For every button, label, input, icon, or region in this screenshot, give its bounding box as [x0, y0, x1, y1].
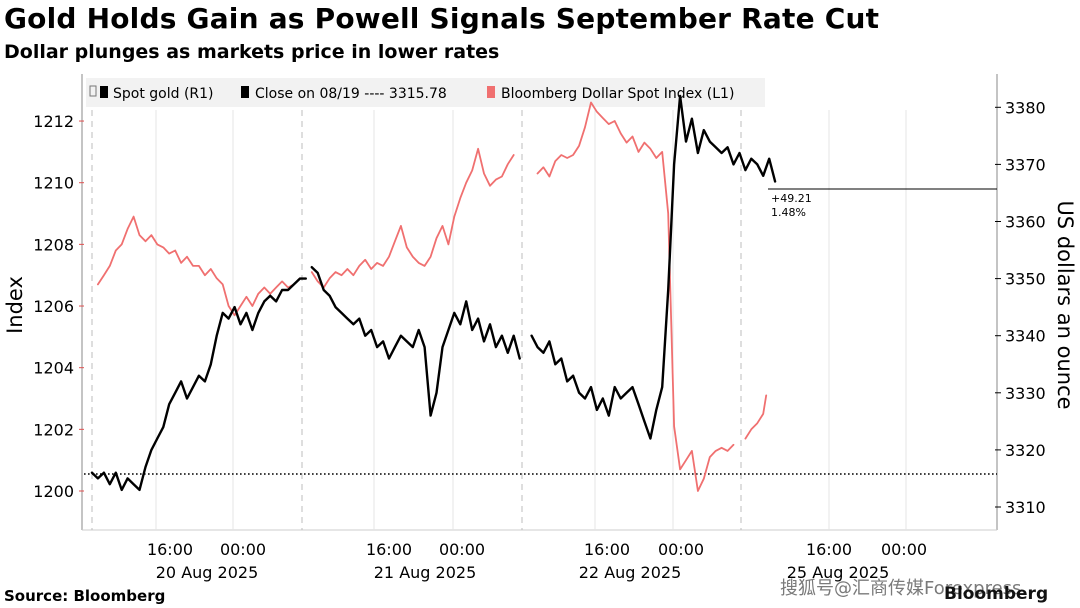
series-layer: [90, 94, 777, 492]
left-tick-label-1: 1202: [33, 420, 74, 439]
right-tick-label-5: 3360: [1005, 213, 1046, 232]
right-tick-label-4: 3350: [1005, 270, 1046, 289]
legend-icon-small: [89, 85, 97, 97]
dollar-line-segment-2: [536, 101, 735, 492]
chart-title: Gold Holds Gain as Powell Signals Septem…: [4, 2, 880, 35]
right-tick-label-6: 3370: [1005, 155, 1046, 174]
x-tick-label-2: 16:00: [366, 540, 412, 559]
dollar-line-segment-3: [744, 394, 768, 440]
x-tick-label-3: 00:00: [439, 540, 485, 559]
legend-box: [86, 78, 765, 107]
watermark-text: 搜狐号@汇商传媒Forexpress: [780, 578, 1022, 599]
x-tick-label-4: 16:00: [584, 540, 630, 559]
x-tick-label-6: 16:00: [806, 540, 852, 559]
left-tick-label-5: 1210: [33, 174, 74, 193]
legend-swatch-close: [241, 86, 249, 98]
left-tick-label-6: 1212: [33, 112, 74, 131]
annotation-percent: 1.48%: [771, 206, 806, 219]
chart-subtitle: Dollar plunges as markets price in lower…: [4, 41, 500, 63]
bloomberg-logo: Bloomberg: [944, 584, 1049, 604]
right-axis-title: US dollars an ounce: [1053, 200, 1077, 409]
left-axis-ticks: 1200 1202 1204 1206 1208 1210 1212: [33, 112, 84, 501]
left-tick-label-3: 1206: [33, 297, 74, 316]
right-tick-label-3: 3340: [1005, 327, 1046, 346]
annotation-change: +49.21: [771, 192, 812, 205]
legend-swatch-dollar: [487, 86, 495, 98]
left-tick-label-0: 1200: [33, 482, 74, 501]
x-tick-label-7: 00:00: [881, 540, 927, 559]
x-tick-label-5: 00:00: [658, 540, 704, 559]
legend-label-close: Close on 08/19 ---- 3315.78: [255, 86, 447, 102]
gold-line-segment-1: [310, 266, 521, 417]
x-axis-ticks: 16:00 00:00 16:00 00:00 16:00 00:00 16:00 00:00…: [147, 540, 927, 582]
right-axis-ticks: 3310 3320 3330 3340 3350 3360 3370 3380: [995, 98, 1046, 517]
legend-label-dollar: Bloomberg Dollar Spot Index (L1): [501, 86, 734, 102]
x-date-label-1: 21 Aug 2025: [374, 563, 477, 582]
dollar-line-segment-0: [97, 215, 301, 317]
x-date-label-2: 22 Aug 2025: [579, 563, 682, 582]
legend-swatch-gold: [100, 86, 108, 98]
dollar-line-segment-1: [310, 147, 515, 289]
left-tick-label-2: 1204: [33, 359, 74, 378]
legend-label-gold: Spot gold (R1): [113, 86, 214, 102]
grid-lines: [91, 110, 907, 530]
right-tick-label-1: 3320: [1005, 441, 1046, 460]
right-tick-label-7: 3380: [1005, 98, 1046, 117]
left-tick-label-4: 1208: [33, 235, 74, 254]
left-axis-title: Index: [3, 276, 27, 334]
x-tick-label-0: 16:00: [147, 540, 193, 559]
x-date-label-0: 20 Aug 2025: [156, 563, 259, 582]
right-tick-label-2: 3330: [1005, 384, 1046, 403]
x-date-label-3: 25 Aug 2025: [787, 563, 890, 582]
x-tick-label-1: 00:00: [220, 540, 266, 559]
gold-line-segment-0: [90, 277, 307, 492]
source-note: Source: Bloomberg: [4, 587, 166, 605]
gold-line-segment-2: [530, 94, 777, 440]
right-tick-label-0: 3310: [1005, 498, 1046, 517]
